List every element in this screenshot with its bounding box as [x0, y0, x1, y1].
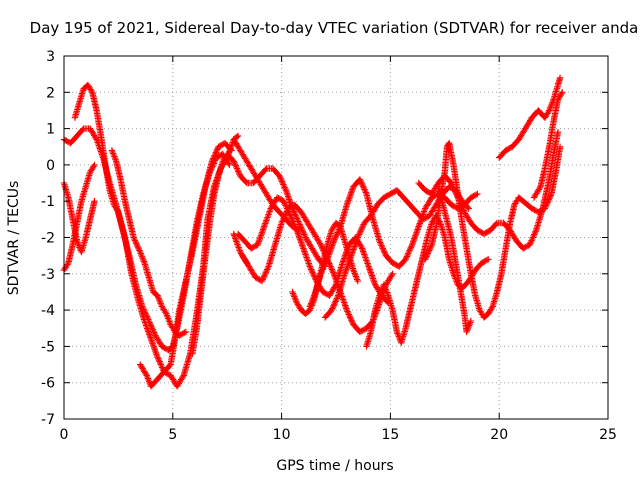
x-axis-label: GPS time / hours	[276, 458, 393, 474]
series-track-20	[230, 230, 250, 267]
chart-title: Day 195 of 2021, Sidereal Day-to-day VTE…	[30, 19, 639, 37]
y-tick-label: 3	[46, 49, 55, 65]
x-tick-label: 10	[273, 427, 291, 443]
series-track-13	[289, 219, 361, 317]
series-track-18	[530, 89, 566, 201]
x-tick-label: 15	[381, 427, 399, 443]
y-tick-label: -6	[41, 376, 55, 392]
series-track-17	[496, 74, 564, 161]
x-tick-labels: 0 5 10 15 20 25	[60, 427, 617, 443]
series-track-19	[435, 183, 475, 336]
x-tick-label: 5	[168, 427, 177, 443]
y-tick-label: -7	[41, 412, 55, 428]
y-tick-labels: 3 2 1 0 -1 -2 -3 -4 -5 -6 -7	[41, 49, 55, 428]
y-axis-label: SDTVAR / TECUs	[6, 181, 22, 296]
series-track-7	[189, 150, 329, 357]
y-tick-label: 0	[46, 158, 55, 174]
y-tick-label: -4	[41, 303, 55, 319]
x-tick-label: 0	[60, 427, 69, 443]
data-marks	[60, 74, 566, 390]
y-tick-label: -1	[41, 194, 55, 210]
y-tick-label: -3	[41, 267, 55, 283]
x-tick-label: 20	[490, 427, 508, 443]
x-tick-label: 25	[599, 427, 617, 443]
y-tick-label: -2	[41, 231, 55, 247]
y-tick-label: -5	[41, 339, 55, 355]
series-track-3	[60, 179, 98, 256]
series-track-2	[71, 81, 235, 375]
axis-ticks	[63, 55, 609, 420]
y-tick-label: 1	[46, 122, 55, 138]
series-track-16	[415, 129, 562, 252]
series-track-5	[108, 147, 190, 339]
y-tick-label: 2	[46, 85, 55, 101]
